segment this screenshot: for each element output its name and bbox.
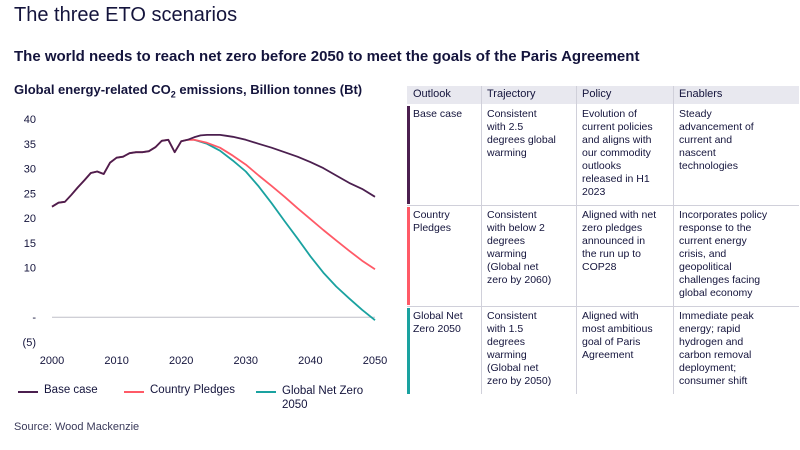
table-row-country-pledges: Country Pledges Consistent with below 2 … bbox=[407, 207, 799, 305]
y-tick-label: 40 bbox=[24, 114, 36, 126]
row-divider bbox=[407, 306, 799, 307]
legend-item-global-net-zero: Global Net Zero 2050 bbox=[256, 384, 376, 412]
cell-outlook: Base case bbox=[413, 108, 463, 120]
chart-title: Global energy-related CO2 emissions, Bil… bbox=[14, 82, 362, 100]
chart-title-main: Global energy-related CO bbox=[14, 82, 171, 97]
cell-trajectory: Consistent with below 2 degrees warming … bbox=[487, 209, 552, 286]
row-divider bbox=[407, 205, 799, 206]
y-tick-label: 15 bbox=[24, 238, 36, 250]
cell-enablers: Steady advancement of current and nascen… bbox=[679, 108, 754, 172]
cell-enablers: Incorporates policy response to the curr… bbox=[679, 209, 768, 299]
header-trajectory: Trajectory bbox=[487, 88, 536, 100]
page-subtitle: The world needs to reach net zero before… bbox=[14, 48, 640, 65]
row-color-bar bbox=[407, 207, 410, 305]
legend-item-base-case: Base case bbox=[18, 384, 98, 396]
table-header: Outlook Trajectory Policy Enablers bbox=[407, 86, 799, 104]
chart-title-sub: 2 bbox=[170, 89, 176, 100]
row-color-bar bbox=[407, 106, 410, 204]
y-tick-label: 10 bbox=[24, 263, 36, 275]
source-note: Source: Wood Mackenzie bbox=[14, 421, 140, 433]
y-tick-label: 30 bbox=[24, 164, 36, 176]
cell-policy: Evolution of current policies and aligns… bbox=[582, 108, 653, 198]
column-divider bbox=[481, 86, 482, 394]
table-row-base-case: Base case Consistent with 2.5 degrees gl… bbox=[407, 106, 799, 204]
table-row-global-net-zero: Global Net Zero 2050 Consistent with 1.5… bbox=[407, 308, 799, 394]
x-tick-label: 2000 bbox=[40, 355, 64, 367]
legend-swatch bbox=[18, 391, 38, 393]
header-enablers: Enablers bbox=[679, 88, 723, 100]
cell-trajectory: Consistent with 2.5 degrees global warmi… bbox=[487, 108, 556, 159]
y-tick-label: (5) bbox=[23, 337, 36, 349]
x-tick-label: 2050 bbox=[363, 355, 387, 367]
cell-trajectory: Consistent with 1.5 degrees warming (Glo… bbox=[487, 310, 552, 387]
legend-label: Base case bbox=[44, 384, 98, 396]
chart-title-rest: emissions, Billion tonnes (Bt) bbox=[175, 82, 363, 97]
page-title: The three ETO scenarios bbox=[14, 4, 238, 26]
x-tick-label: 2030 bbox=[234, 355, 258, 367]
cell-enablers: Immediate peak energy; rapid hydrogen an… bbox=[679, 310, 754, 387]
emissions-line-chart: 40 35 30 25 20 15 10 - (5) 2000 2010 2020 2030 2040 20… bbox=[23, 114, 388, 367]
legend-item-country-pledges: Country Pledges bbox=[124, 384, 235, 396]
legend-swatch bbox=[256, 391, 276, 393]
x-tick-label: 2020 bbox=[169, 355, 193, 367]
y-tick-label: - bbox=[32, 312, 36, 324]
y-tick-label: 35 bbox=[24, 139, 36, 151]
cell-policy: Aligned with net zero pledges announced … bbox=[582, 209, 657, 273]
column-divider bbox=[576, 86, 577, 394]
x-tick-label: 2040 bbox=[298, 355, 322, 367]
row-color-bar bbox=[407, 308, 410, 394]
header-policy: Policy bbox=[582, 88, 612, 100]
header-outlook: Outlook bbox=[413, 88, 451, 100]
scenario-table: Outlook Trajectory Policy Enablers Base … bbox=[407, 86, 799, 394]
series-line-country-pledges bbox=[51, 138, 376, 270]
legend-label: Country Pledges bbox=[150, 384, 236, 396]
y-tick-label: 20 bbox=[24, 213, 36, 225]
cell-policy: Aligned with most ambitious goal of Pari… bbox=[582, 310, 653, 361]
legend-label: Global Net Zero 2050 bbox=[282, 385, 364, 411]
cell-outlook: Global Net Zero 2050 bbox=[413, 310, 463, 335]
y-tick-label: 25 bbox=[24, 188, 36, 200]
series-line-base-case bbox=[51, 134, 376, 208]
series-line-global-net-zero-2050 bbox=[193, 138, 376, 321]
legend-swatch bbox=[124, 391, 144, 393]
column-divider bbox=[673, 86, 674, 394]
cell-outlook: Country Pledges bbox=[413, 209, 451, 234]
x-tick-label: 2010 bbox=[104, 355, 128, 367]
